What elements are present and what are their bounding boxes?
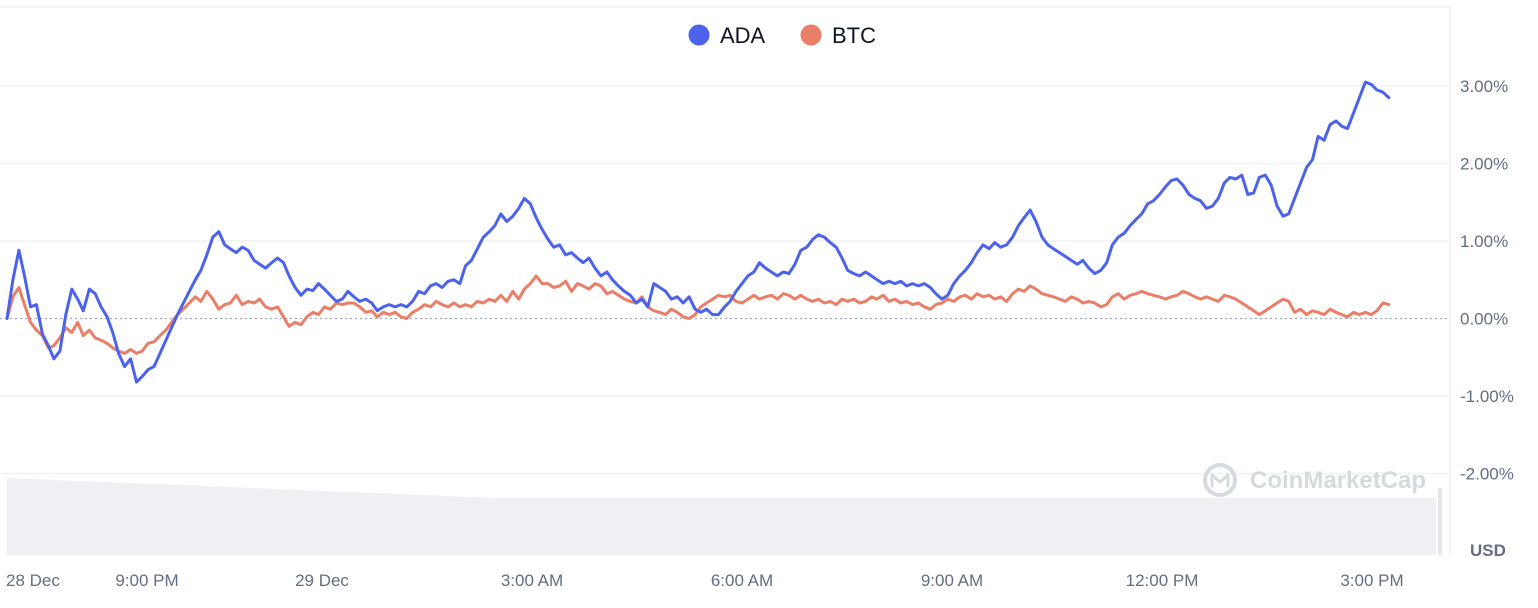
x-tick-label: 29 Dec (295, 571, 349, 590)
grid-layer (0, 6, 1451, 555)
x-tick-label: 3:00 AM (501, 571, 563, 590)
x-tick-label: 9:00 AM (921, 571, 983, 590)
currency-unit-label: USD (1470, 541, 1506, 560)
legend: ADA BTC (688, 23, 877, 48)
watermark-text: CoinMarketCap (1250, 467, 1426, 494)
legend-item-btc[interactable]: BTC (800, 23, 877, 48)
y-tick-label: -1.00% (1460, 387, 1514, 406)
y-tick-label: 0.00% (1460, 310, 1508, 329)
legend-label: BTC (832, 23, 876, 48)
x-tick-label: 9:00 PM (115, 571, 178, 590)
y-tick-label: 2.00% (1460, 155, 1508, 174)
volume-layer (7, 478, 1442, 555)
x-tick-label: 3:00 PM (1340, 571, 1403, 590)
volume-bar (1438, 488, 1442, 555)
x-tick-label: 6:00 AM (711, 571, 773, 590)
series-line-btc (5, 274, 1391, 355)
series-line-ada (5, 80, 1391, 384)
legend-item-ada[interactable]: ADA (688, 23, 766, 48)
coinmarketcap-logo-icon (1203, 463, 1237, 497)
series-layer (5, 80, 1391, 384)
axis-labels: 3.00% 2.00% 1.00% 0.00% -1.00% -2.00% 28 Dec 9:… (6, 77, 1514, 590)
y-tick-label: -2.00% (1460, 465, 1514, 484)
legend-label: ADA (720, 23, 766, 48)
x-tick-label: 12:00 PM (1126, 571, 1199, 590)
y-tick-label: 1.00% (1460, 232, 1508, 251)
x-tick-label: 28 Dec (6, 571, 60, 590)
legend-marker (800, 24, 822, 46)
legend-marker (688, 24, 710, 46)
watermark: CoinMarketCap (1203, 463, 1426, 497)
volume-area (7, 478, 1436, 555)
y-tick-label: 3.00% (1460, 77, 1508, 96)
